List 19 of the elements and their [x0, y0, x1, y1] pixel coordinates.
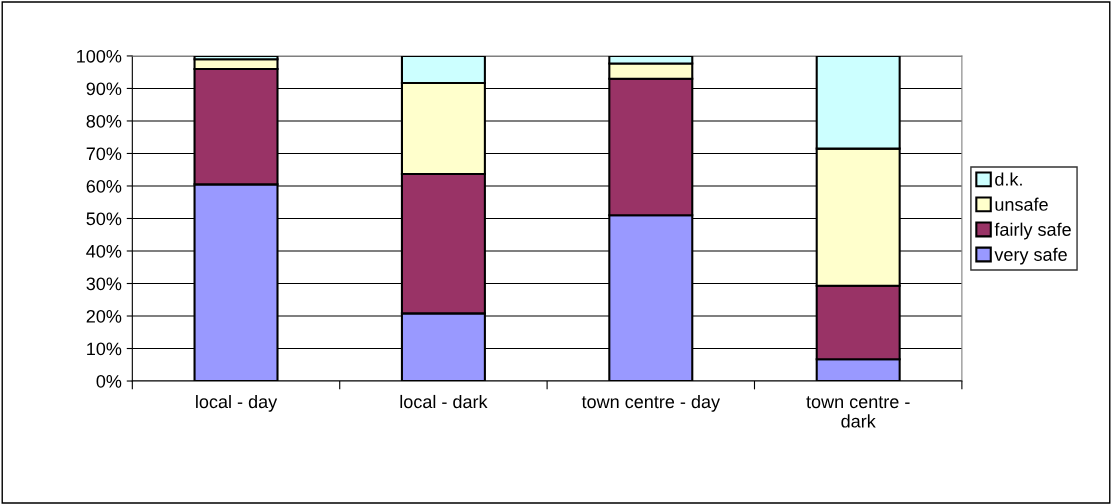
y-tick-label: 100% — [77, 49, 122, 63]
x-tick-label: town centre - day — [581, 394, 721, 412]
y-tick-label: 20% — [86, 309, 122, 323]
legend-label: very safe — [994, 247, 1067, 265]
y-tick-label: 80% — [86, 114, 122, 128]
x-tick-label: local - day — [196, 394, 278, 412]
y-tick-label: 40% — [86, 244, 122, 258]
y-tick-label: 10% — [87, 342, 122, 356]
x-tick-label: town centre - dark — [806, 396, 910, 428]
y-tick-label: 90% — [86, 82, 122, 96]
y-tick-label: 70% — [86, 147, 122, 161]
y-tick-label: 60% — [86, 179, 122, 193]
x-tick-label: local - dark — [400, 394, 488, 409]
y-tick-label: 30% — [86, 277, 122, 291]
legend-label: unsafe — [995, 197, 1048, 211]
y-tick-label: 50% — [86, 212, 122, 226]
legend-label: d.k. — [995, 172, 1022, 186]
legend-label: fairly safe — [994, 222, 1071, 240]
y-tick-label: 0% — [96, 374, 122, 388]
